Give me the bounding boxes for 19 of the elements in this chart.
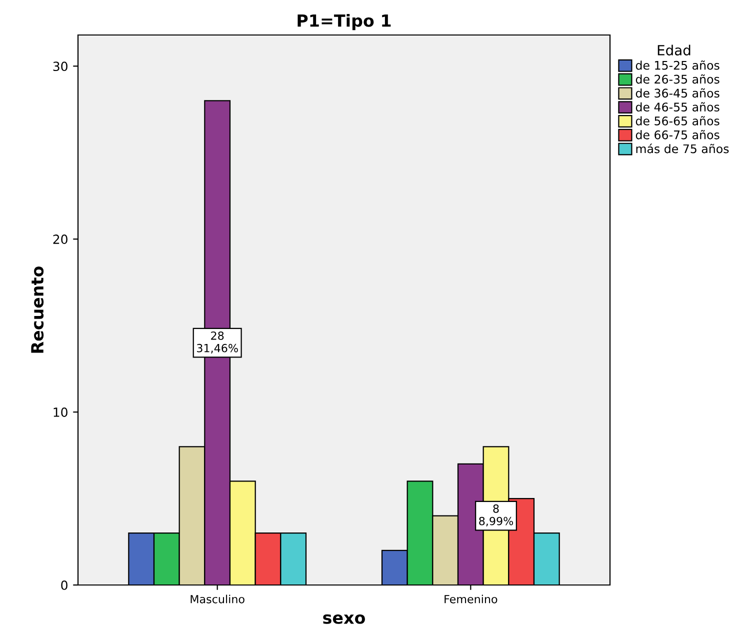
y-tick-label: 0: [61, 580, 68, 590]
x-tick-label: Femenino: [444, 594, 498, 604]
y-tick-label: 20: [53, 234, 68, 244]
legend-label: de 46-55 años: [636, 102, 720, 112]
y-axis-title: Recuento: [31, 266, 44, 353]
legend-label: de 36-45 años: [636, 88, 720, 98]
legend-label: de 15-25 años: [636, 60, 720, 70]
legend-title: Edad: [658, 44, 690, 56]
data-label: 8 8,99%: [479, 504, 514, 526]
chart-title: P1=Tipo 1: [298, 14, 391, 30]
data-label: 28 31,46%: [196, 331, 238, 354]
legend-label: de 56-65 años: [636, 116, 720, 126]
x-axis-title: sexo: [323, 614, 365, 624]
legend-label: de 26-35 años: [636, 74, 720, 84]
x-tick-label: Masculino: [190, 594, 244, 604]
legend-label: de 66-75 años: [636, 130, 720, 140]
y-tick-label: 30: [53, 62, 68, 72]
y-tick-label: 10: [54, 408, 68, 417]
legend-label: más de 75 años: [636, 144, 729, 154]
